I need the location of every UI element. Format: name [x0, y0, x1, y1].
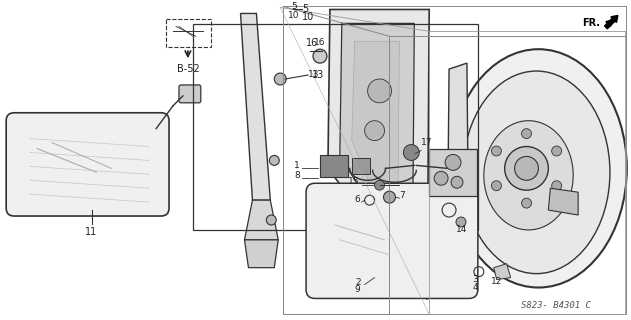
Text: 1: 1 — [294, 161, 300, 170]
Text: 8: 8 — [294, 171, 300, 180]
FancyBboxPatch shape — [6, 113, 169, 216]
Circle shape — [551, 181, 562, 191]
Circle shape — [492, 146, 502, 156]
Circle shape — [384, 191, 396, 203]
Circle shape — [522, 198, 531, 208]
Text: 13: 13 — [312, 70, 324, 80]
Circle shape — [515, 156, 538, 180]
FancyBboxPatch shape — [179, 85, 201, 103]
Text: 10: 10 — [288, 12, 300, 20]
Circle shape — [313, 49, 327, 63]
Circle shape — [451, 176, 463, 188]
Circle shape — [368, 79, 391, 103]
Circle shape — [274, 73, 286, 85]
Polygon shape — [447, 63, 469, 284]
Circle shape — [365, 121, 384, 140]
Ellipse shape — [450, 49, 627, 288]
Polygon shape — [351, 41, 399, 250]
Bar — [166, 20, 211, 47]
Text: 16: 16 — [306, 38, 318, 48]
Text: 12: 12 — [491, 276, 502, 285]
Polygon shape — [548, 188, 578, 215]
Polygon shape — [244, 200, 278, 240]
FancyBboxPatch shape — [306, 183, 478, 299]
Bar — [351, 158, 370, 174]
Circle shape — [456, 217, 466, 227]
Text: 3: 3 — [472, 275, 478, 284]
Text: B-52: B-52 — [177, 64, 199, 74]
Text: 15: 15 — [348, 177, 360, 186]
Circle shape — [492, 181, 502, 191]
FancyArrow shape — [604, 15, 618, 29]
Circle shape — [269, 156, 280, 165]
Bar — [320, 156, 348, 177]
Polygon shape — [328, 10, 429, 300]
Text: S823- B4301 C: S823- B4301 C — [521, 301, 591, 310]
Text: 5: 5 — [302, 4, 309, 14]
Bar — [429, 148, 477, 196]
Circle shape — [522, 129, 531, 139]
Polygon shape — [244, 240, 278, 268]
Text: 4: 4 — [472, 283, 478, 292]
Text: 6: 6 — [354, 195, 360, 204]
Circle shape — [403, 145, 419, 160]
Polygon shape — [340, 23, 415, 275]
Text: 2: 2 — [355, 277, 360, 286]
Text: 9: 9 — [355, 285, 360, 294]
Polygon shape — [240, 13, 270, 200]
Text: 14: 14 — [456, 225, 468, 234]
Circle shape — [434, 171, 448, 185]
Ellipse shape — [463, 71, 610, 274]
Text: 7: 7 — [399, 191, 405, 200]
Text: 17: 17 — [422, 138, 433, 147]
Text: 13: 13 — [308, 70, 319, 79]
Text: 11: 11 — [85, 227, 98, 237]
Text: FR.: FR. — [582, 18, 600, 28]
Text: 10: 10 — [302, 12, 314, 22]
Ellipse shape — [484, 121, 573, 230]
Circle shape — [375, 180, 384, 190]
Circle shape — [266, 215, 276, 225]
Circle shape — [551, 146, 562, 156]
Text: 16: 16 — [314, 38, 326, 47]
Polygon shape — [493, 264, 510, 280]
Bar — [193, 24, 478, 230]
Circle shape — [505, 147, 548, 190]
Circle shape — [445, 155, 461, 170]
Text: 5: 5 — [292, 3, 297, 12]
